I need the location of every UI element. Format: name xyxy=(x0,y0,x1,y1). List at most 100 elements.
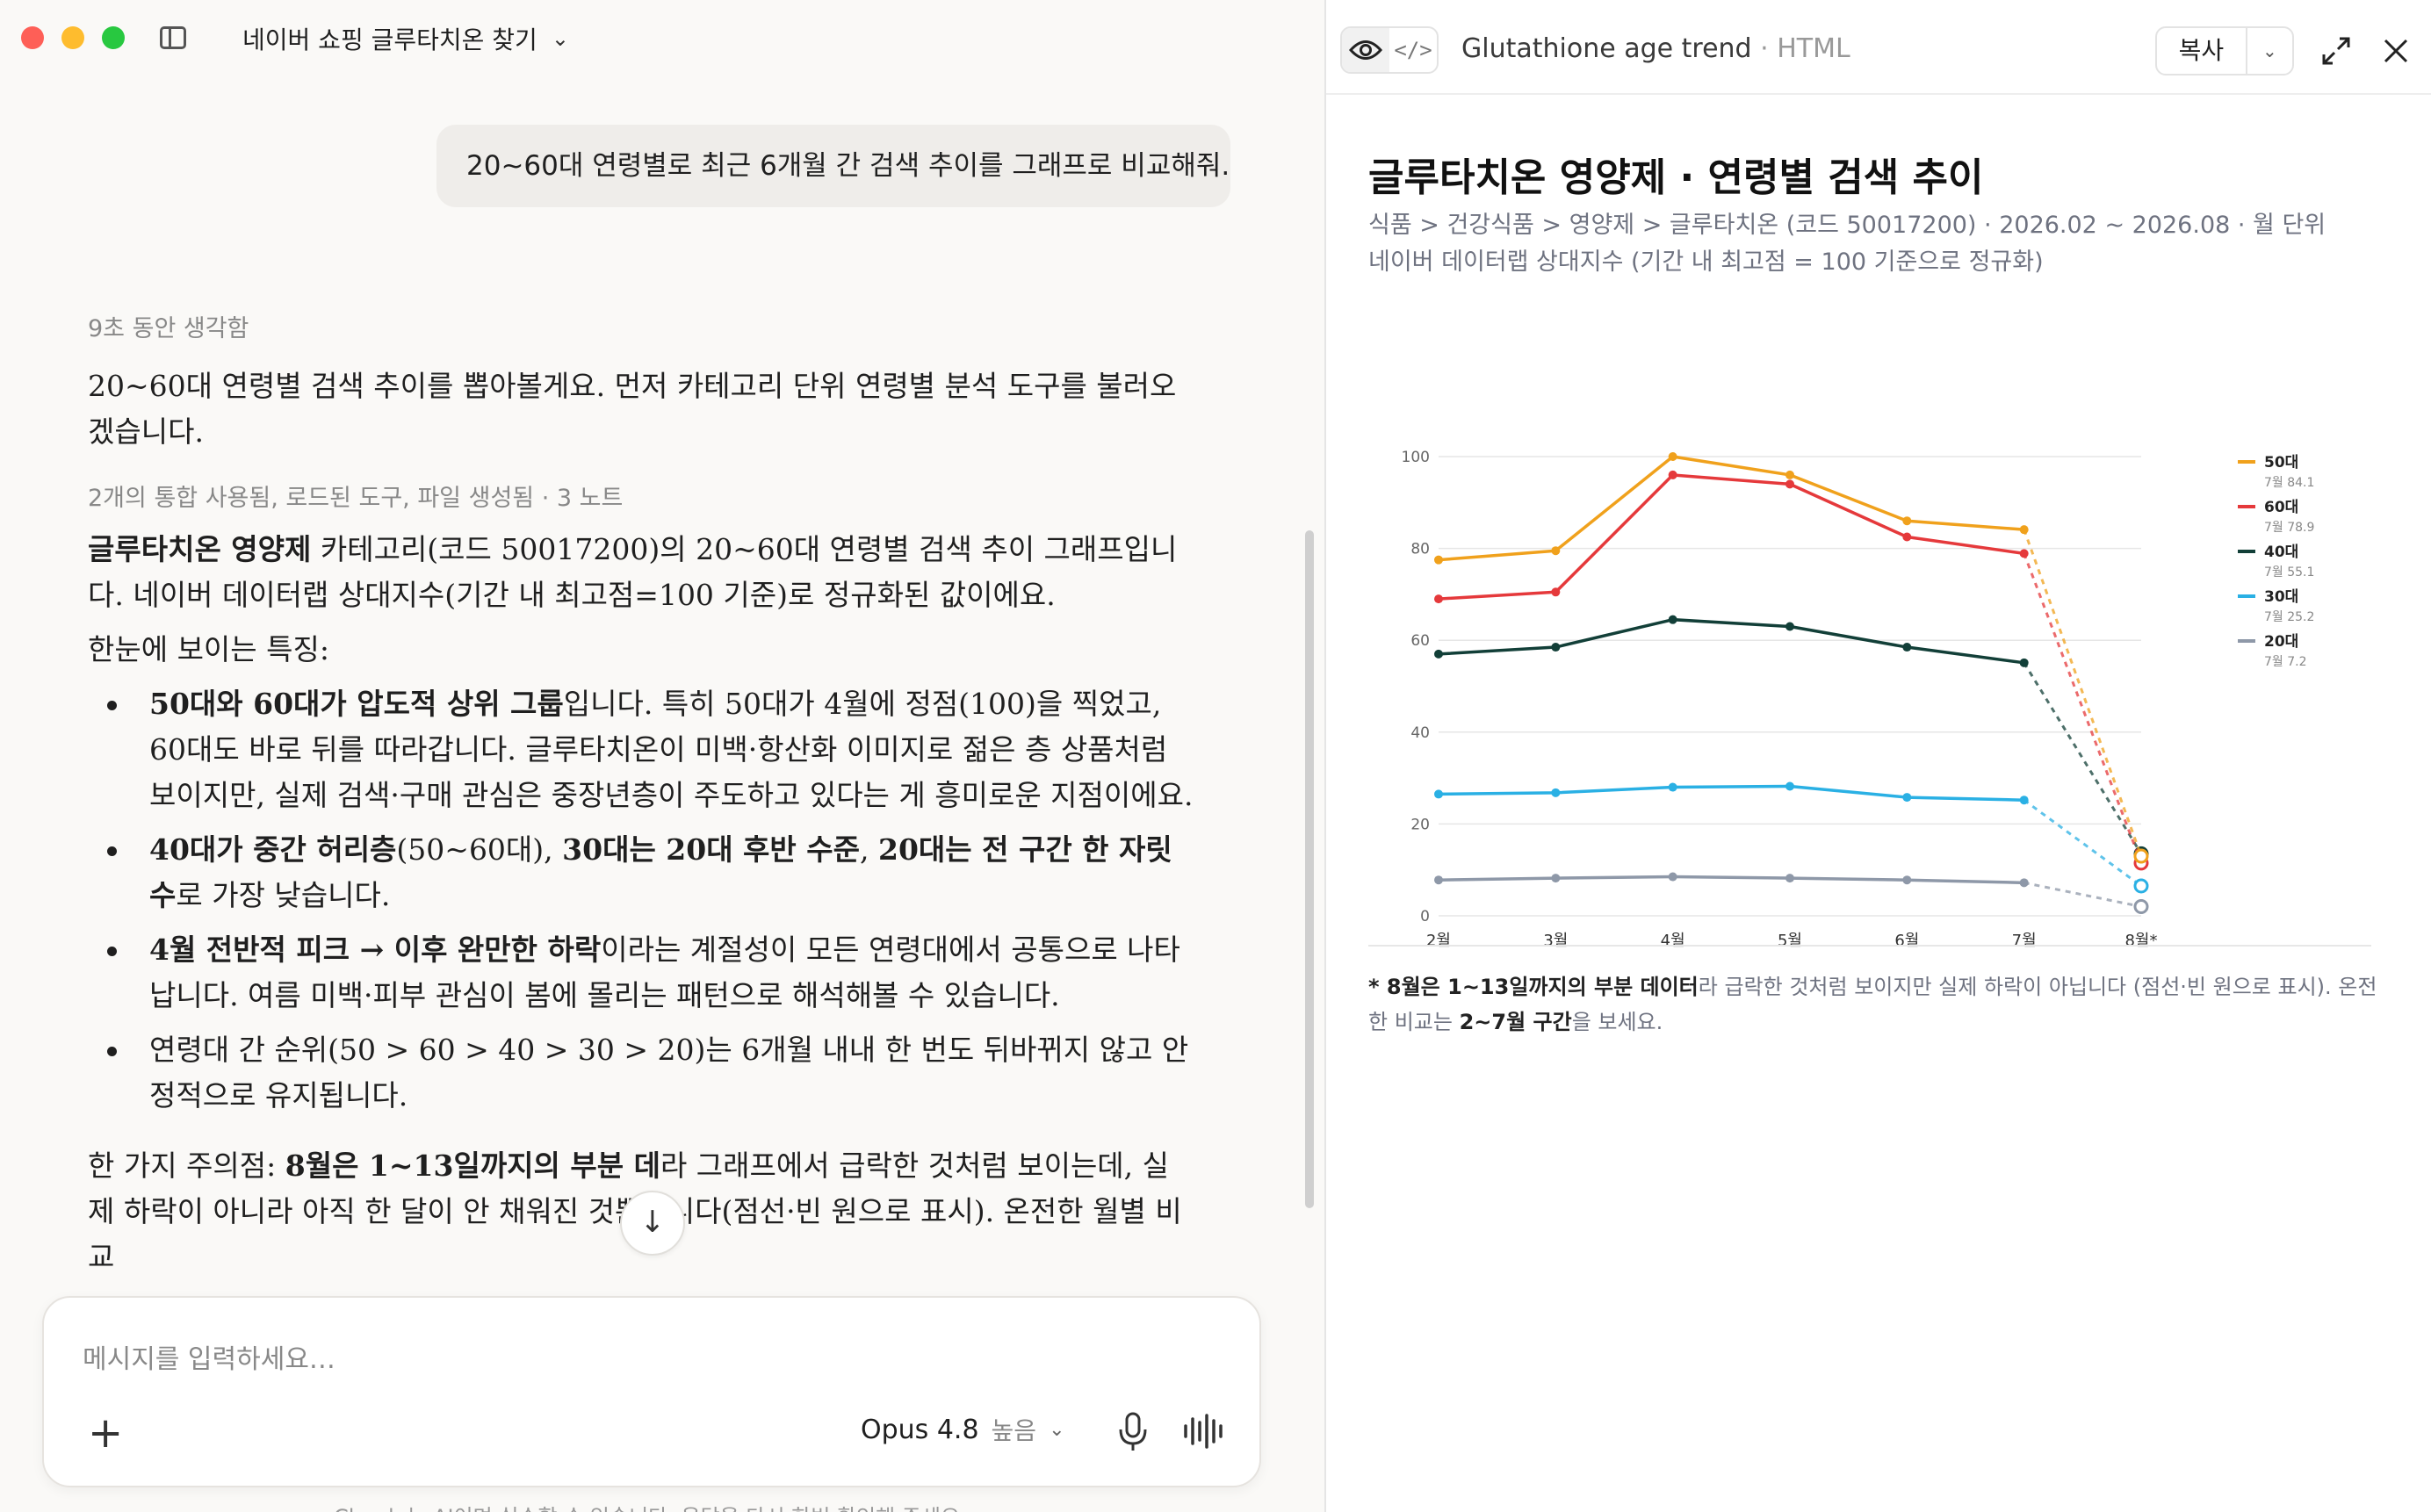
eye-icon xyxy=(1349,40,1382,60)
data-point xyxy=(1668,782,1677,792)
legend-sublabel: 7월 84.1 xyxy=(2264,476,2314,490)
copy-button[interactable]: 복사 xyxy=(2157,28,2247,74)
data-point xyxy=(2019,658,2029,667)
data-point xyxy=(1785,781,1794,791)
x-tick-label: 6월 xyxy=(1894,932,1919,950)
data-point xyxy=(2019,796,2029,805)
chart-footnote: * 8월은 1~13일까지의 부분 데이터라 급락한 것처럼 보이지만 실제 하… xyxy=(1368,969,2396,1040)
list-item: 연령대 간 순위(50 > 60 > 40 > 30 > 20)는 6개월 내내… xyxy=(88,1027,1194,1119)
legend-label: 40대 xyxy=(2264,544,2298,561)
disclaimer-note: Claude는 AI이며 실수할 수 있습니다. 응답을 다시 한번 확인해 주… xyxy=(334,1500,967,1512)
chat-pane: 네이버 쇼핑 글루타치온 찾기 ⌄ 20~60대 연령별로 최근 6개월 간 검… xyxy=(0,0,1324,1512)
add-attachment-button[interactable]: + xyxy=(88,1412,123,1454)
model-name: Opus 4.8 xyxy=(861,1414,979,1445)
series-line xyxy=(1438,455,2024,562)
model-selector[interactable]: Opus 4.8 높음 ⌄ xyxy=(861,1412,1065,1447)
features-list: 50대와 60대가 압도적 상위 그룹입니다. 특히 50대가 4월에 정점(1… xyxy=(88,681,1194,1119)
message-input[interactable] xyxy=(83,1333,1136,1386)
x-tick-label: 8월* xyxy=(2124,932,2157,950)
code-tab[interactable]: </> xyxy=(1389,28,1437,72)
answer-text: 한 가지 주의점: xyxy=(88,1148,285,1183)
title-bar: 네이버 쇼핑 글루타치온 찾기 ⌄ xyxy=(0,0,1324,77)
list-item: 50대와 60대가 압도적 상위 그룹입니다. 특히 50대가 4월에 정점(1… xyxy=(88,681,1194,818)
data-point xyxy=(1785,479,1794,489)
data-point xyxy=(1902,793,1912,803)
chevron-down-icon: ⌄ xyxy=(1049,1418,1065,1441)
data-point xyxy=(1785,470,1794,479)
conversation-title[interactable]: 네이버 쇼핑 글루타치온 찾기 ⌄ xyxy=(242,21,569,56)
answer-paragraph: 글루타치온 영양제 카테고리(코드 50017200)의 20~60대 연령별 … xyxy=(88,527,1194,618)
y-tick-label: 40 xyxy=(1410,724,1430,742)
answer-bold: 20대는 전 구간 한 자릿수 xyxy=(149,832,1172,912)
data-point xyxy=(1668,615,1677,624)
window-maximize-button[interactable] xyxy=(102,26,125,49)
waveform-icon xyxy=(1184,1414,1223,1449)
message-composer: + Opus 4.8 높음 ⌄ xyxy=(42,1296,1261,1487)
answer-bold: 50대와 60대가 압도적 상위 그룹 xyxy=(149,687,564,721)
voice-mode-button[interactable] xyxy=(1182,1412,1226,1451)
chevron-down-icon: ⌄ xyxy=(551,26,569,51)
assistant-answer: 글루타치온 영양제 카테고리(코드 50017200)의 20~60대 연령별 … xyxy=(88,527,1194,1289)
data-point xyxy=(1902,875,1912,885)
artifact-header: </> Glutathione age trend · HTML 복사 ⌄ xyxy=(1326,0,2431,95)
plus-icon: + xyxy=(88,1408,124,1458)
assistant-intro: 20~60대 연령별 검색 추이를 뽑아볼게요. 먼저 카테고리 단위 연령별 … xyxy=(88,369,1177,449)
list-item: 40대가 중간 허리층(50~60대), 30대는 20대 후반 수준, 20대… xyxy=(88,827,1194,918)
y-tick-label: 0 xyxy=(1420,908,1430,925)
answer-text: 로 가장 낮습니다. xyxy=(176,878,391,912)
preview-tab[interactable] xyxy=(1342,28,1389,72)
data-point xyxy=(1668,872,1677,882)
x-tick-label: 5월 xyxy=(1778,932,1802,950)
chart-title: 글루타치온 영양제 · 연령별 검색 추이 xyxy=(1368,155,1984,200)
user-message: 20~60대 연령별로 최근 6개월 간 검색 추이를 그래프로 비교해줘. xyxy=(436,125,1230,207)
close-icon xyxy=(2384,39,2408,63)
answer-bold: 40대가 중간 허리층 xyxy=(149,832,397,867)
tools-summary[interactable]: 2개의 통합 사용됨, 로드된 도구, 파일 생성됨 · 3 노트 xyxy=(88,485,624,512)
series-line xyxy=(1438,784,2024,802)
arrow-down-icon: ↓ xyxy=(639,1205,666,1240)
data-point xyxy=(1785,874,1794,883)
y-tick-label: 60 xyxy=(1410,632,1430,650)
series-line xyxy=(1438,617,2024,665)
sidebar-toggle-icon[interactable] xyxy=(160,26,186,49)
data-point xyxy=(1434,789,1443,799)
data-point xyxy=(1668,452,1677,461)
copy-options-button[interactable]: ⌄ xyxy=(2247,28,2292,74)
chart-note: 네이버 데이터랩 상대지수 (기간 내 최고점 = 100 기준으로 정규화) xyxy=(1368,248,2044,276)
x-tick-label: 7월 xyxy=(2012,932,2037,950)
partial-data-point xyxy=(2133,899,2149,915)
scrollbar-thumb[interactable] xyxy=(1305,530,1314,1208)
legend-label: 60대 xyxy=(2264,499,2298,516)
code-icon: </> xyxy=(1394,38,1432,62)
copy-button-group: 복사 ⌄ xyxy=(2155,26,2294,76)
footnote-text: 을 보세요. xyxy=(1571,1010,1663,1034)
window-minimize-button[interactable] xyxy=(61,26,84,49)
view-toggle: </> xyxy=(1340,26,1439,74)
thinking-summary[interactable]: 9초 동안 생각함 xyxy=(88,315,249,342)
x-tick-label: 2월 xyxy=(1426,932,1451,950)
x-tick-label: 3월 xyxy=(1543,932,1568,950)
scroll-to-bottom-button[interactable]: ↓ xyxy=(620,1191,685,1256)
y-tick-label: 80 xyxy=(1410,541,1430,558)
list-item: 4월 전반적 피크 → 이후 완만한 하락이라는 계절성이 모든 연령대에서 공… xyxy=(88,927,1194,1019)
expand-button[interactable] xyxy=(2317,32,2355,70)
artifact-title: Glutathione age trend · HTML xyxy=(1461,33,1850,64)
series-line xyxy=(1438,875,2024,885)
data-point xyxy=(1668,470,1677,479)
answer-text: , xyxy=(860,832,878,867)
pane-divider[interactable] xyxy=(1324,0,1326,1512)
answer-bold: 30대는 20대 후반 수준 xyxy=(562,832,860,867)
microphone-button[interactable] xyxy=(1114,1410,1152,1454)
data-point xyxy=(1785,622,1794,631)
answer-text: 카테고리(코드 50017200)의 20~60대 연령별 검색 추이 그래프입… xyxy=(88,532,1178,612)
window-close-button[interactable] xyxy=(21,26,44,49)
data-point xyxy=(1434,875,1443,885)
partial-data-line xyxy=(2023,552,2143,864)
data-point xyxy=(1551,874,1561,883)
microphone-icon xyxy=(1119,1412,1147,1451)
data-point xyxy=(2019,878,2029,888)
answer-bold: 8월은 1~13일까지의 부분 데 xyxy=(285,1148,660,1183)
close-artifact-button[interactable] xyxy=(2377,32,2415,70)
data-point xyxy=(2019,525,2029,535)
partial-data-line xyxy=(2023,529,2143,857)
